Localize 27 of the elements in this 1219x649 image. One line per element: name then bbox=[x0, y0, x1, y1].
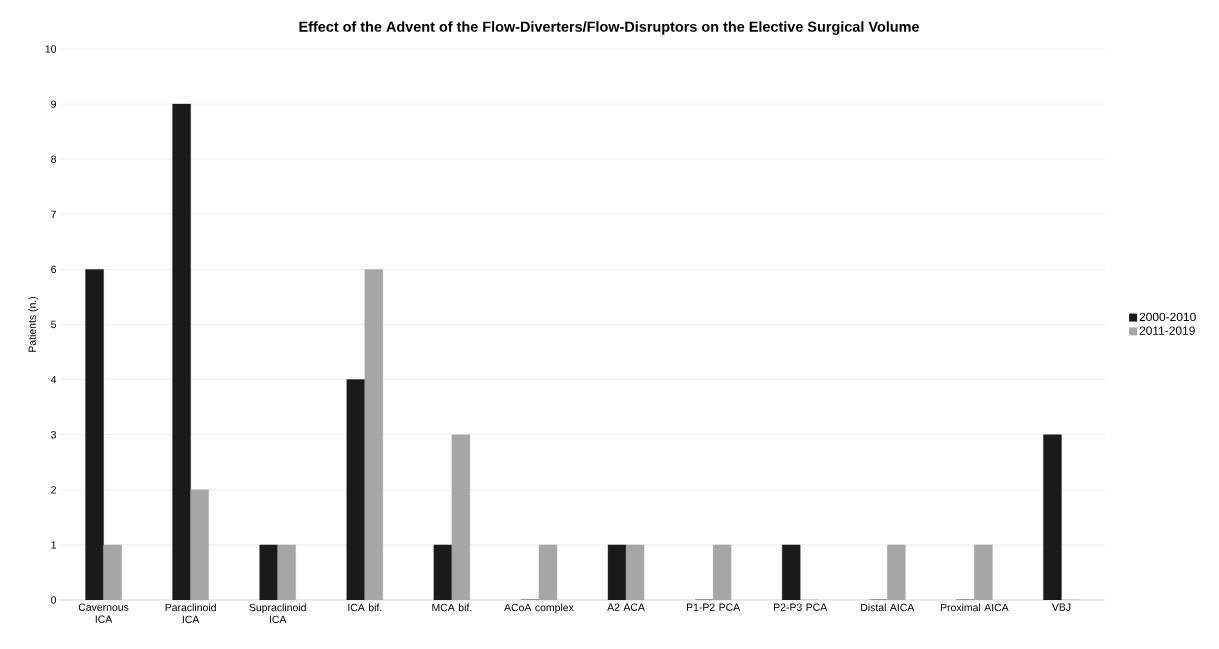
y-tick-label: 9 bbox=[51, 100, 56, 108]
x-tick-label: Distal AICA bbox=[861, 603, 915, 612]
legend-label: 2000-2010 bbox=[1139, 312, 1196, 322]
x-tick-label: A2 ACA bbox=[607, 603, 645, 611]
y-tick-label: 3 bbox=[51, 430, 57, 439]
y-tick-label: 1 bbox=[51, 541, 56, 549]
x-tick-label: Paraclinoid ICA bbox=[165, 603, 216, 624]
x-tick-label: ICA bif. bbox=[348, 603, 382, 612]
x-tick-label: Proximal AICA bbox=[940, 603, 1009, 612]
y-tick-label: 4 bbox=[50, 376, 57, 384]
y-tick-label: 6 bbox=[51, 265, 57, 274]
legend-label: 2011-2019 bbox=[1139, 326, 1195, 335]
y-tick-label: 10 bbox=[45, 45, 57, 53]
x-tick-label: Supraclinoid ICA bbox=[249, 603, 306, 624]
x-tick-label: P2-P3 PCA bbox=[774, 603, 828, 611]
x-tick-label: ACoA complex bbox=[504, 603, 574, 614]
y-axis-title: Patients (n.) bbox=[28, 296, 39, 352]
x-tick-label: Cavernous ICA bbox=[78, 603, 129, 623]
chart-title: Effect of the Advent of the Flow-Diverters/Flow-Disruptors on the Elective Surgical Volume bbox=[299, 21, 920, 35]
y-tick-label: 8 bbox=[51, 155, 57, 163]
x-tick-label: P1-P2 PCA bbox=[686, 603, 741, 611]
y-tick-label: 0 bbox=[51, 596, 57, 604]
y-tick-label: 7 bbox=[51, 210, 56, 218]
y-tick-label: 2 bbox=[51, 486, 56, 494]
x-tick-label: MCA bif. bbox=[432, 603, 472, 612]
y-tick-label: 5 bbox=[51, 320, 57, 329]
x-tick-label: VBJ bbox=[1051, 603, 1071, 611]
